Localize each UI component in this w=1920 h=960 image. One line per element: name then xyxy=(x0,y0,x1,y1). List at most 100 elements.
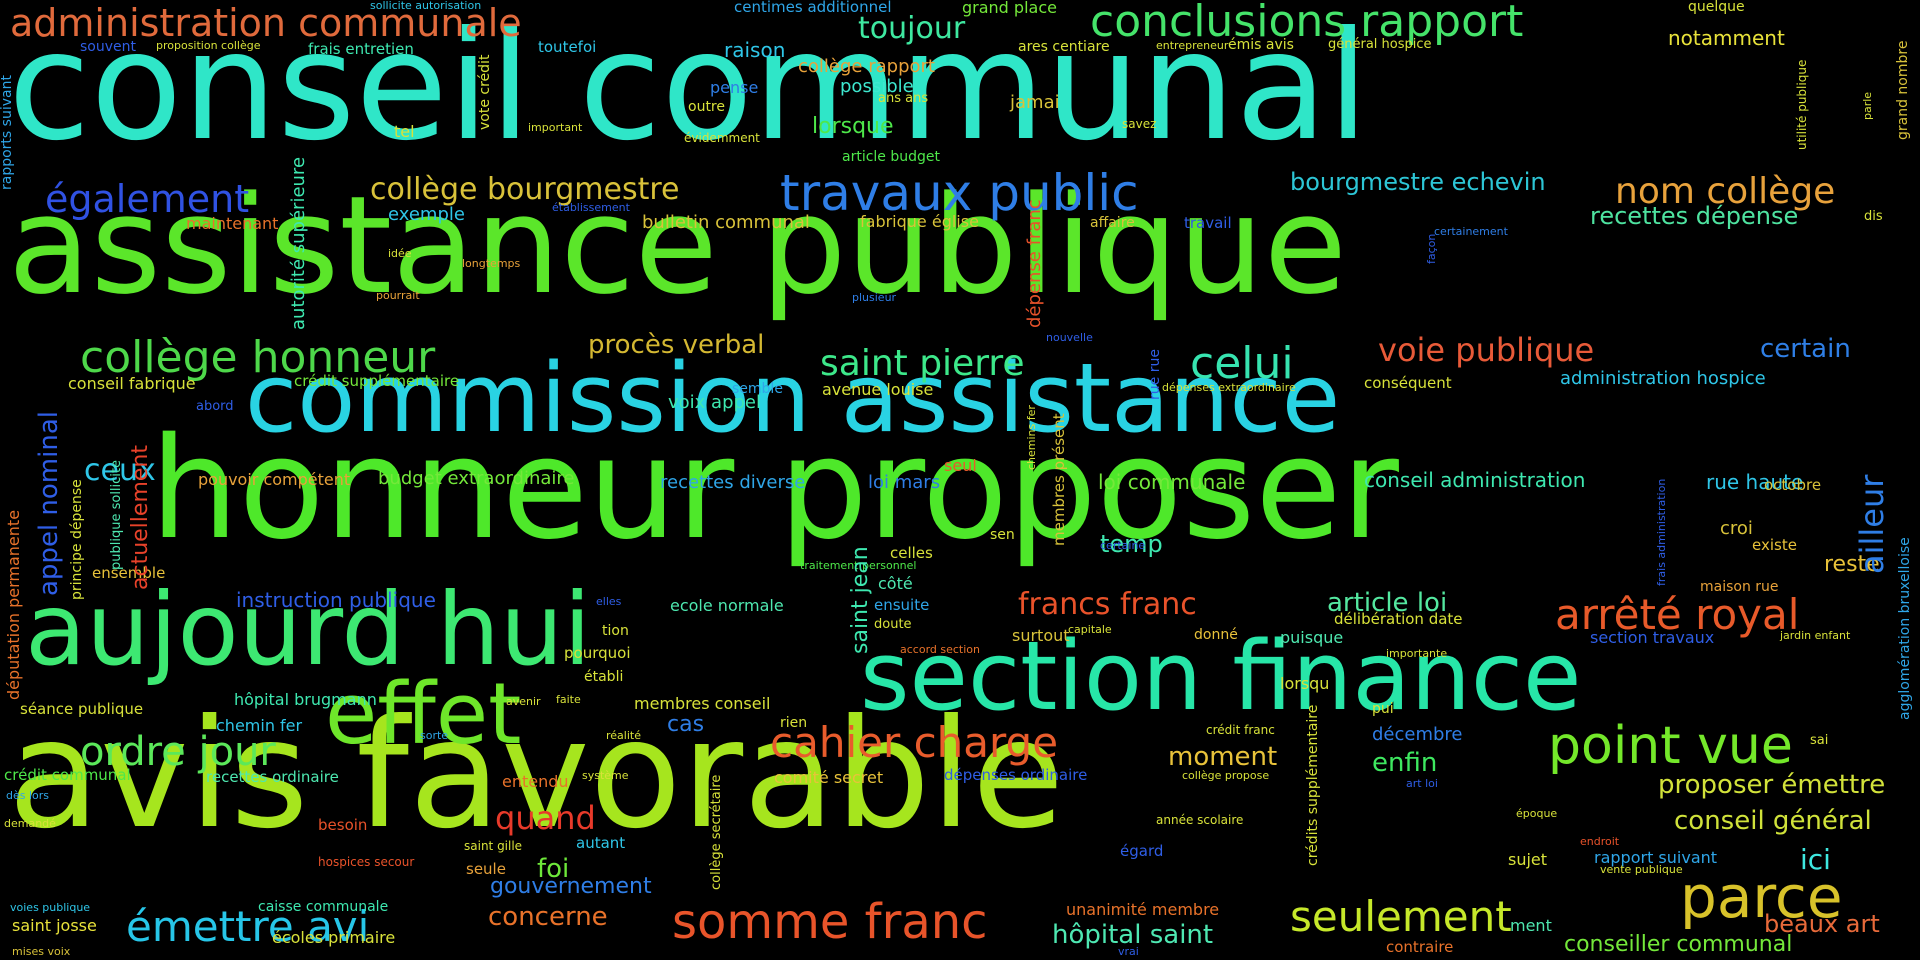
word: principe dépense xyxy=(69,479,85,600)
word: pourquoi xyxy=(564,644,631,662)
word: cahier charge xyxy=(770,718,1059,767)
word: parce xyxy=(1680,863,1843,931)
word: vente publique xyxy=(1600,863,1683,876)
word: collège honneur xyxy=(80,332,436,383)
word: voies publique xyxy=(10,901,91,914)
word: reste xyxy=(1824,552,1880,577)
word: ares centiare xyxy=(1018,39,1110,55)
word: notamment xyxy=(1668,26,1785,50)
word: ans ans xyxy=(878,91,929,106)
word: souvent xyxy=(80,39,136,55)
word: travaux public xyxy=(780,164,1139,222)
word: hospices secour xyxy=(318,855,415,869)
word: séance publique xyxy=(20,700,144,718)
word: recettes dépense xyxy=(1590,202,1799,230)
word: système xyxy=(582,769,629,782)
word: rapports suivant xyxy=(0,75,15,190)
word: caisse communale xyxy=(258,899,389,915)
word: seulement xyxy=(1290,892,1512,941)
word: surtout xyxy=(1012,626,1070,645)
word: établissement xyxy=(552,201,630,214)
word: évidemment xyxy=(684,131,760,145)
word: rien xyxy=(780,715,808,731)
word: actuellement xyxy=(128,445,153,590)
word: ceux xyxy=(84,453,156,488)
word: frais administration xyxy=(1655,478,1668,586)
word: pourrait xyxy=(376,289,420,302)
word: importante xyxy=(1386,647,1448,660)
word: traitement personnel xyxy=(800,559,917,572)
word: commission assistance xyxy=(245,344,1341,454)
word: recettes diverse xyxy=(660,472,806,493)
word: égard xyxy=(1120,842,1164,860)
word: réalité xyxy=(606,729,641,742)
word: dépenses extraordinaire xyxy=(1162,381,1296,394)
word: celles xyxy=(890,544,933,562)
word: affaire xyxy=(1090,215,1135,231)
word: chemin fer xyxy=(216,716,303,735)
word: effet xyxy=(325,665,522,764)
word: appel nominal xyxy=(34,411,64,596)
word: dépense franc xyxy=(1024,199,1045,328)
word: exemple xyxy=(388,204,465,225)
word: sai xyxy=(1810,733,1829,748)
word: tion xyxy=(602,623,629,639)
word: vote crédit xyxy=(477,54,493,130)
word: entrepreneur xyxy=(1156,39,1229,52)
word: lorsque xyxy=(812,114,894,139)
word: endroit xyxy=(1580,835,1620,848)
word: saint jean xyxy=(848,546,873,654)
word: administration hospice xyxy=(1560,368,1766,389)
word: loi mars xyxy=(868,472,941,493)
word: délibération date xyxy=(1334,610,1463,628)
word: autant xyxy=(576,834,626,852)
word: existe xyxy=(1752,536,1797,554)
word: parle xyxy=(1861,91,1874,120)
word: crédits supplémentaire xyxy=(1305,704,1321,866)
word: dis xyxy=(1864,209,1883,224)
word: établi xyxy=(584,669,624,685)
word: année scolaire xyxy=(1156,813,1244,827)
word: rapport suivant xyxy=(1594,848,1718,867)
word: procès verbal xyxy=(588,330,765,360)
word: général hospice xyxy=(1328,37,1432,52)
word: crédit supplémentaire xyxy=(294,372,460,390)
word: écoles primaire xyxy=(272,928,396,947)
word: ensuite xyxy=(874,596,930,614)
word: beaux art xyxy=(1764,910,1880,938)
word: certaine xyxy=(1100,539,1146,552)
word: membres présent xyxy=(1050,413,1068,546)
word: certain xyxy=(1760,334,1851,364)
word: ici xyxy=(1800,843,1831,876)
word: saint josse xyxy=(12,916,97,935)
word: instruction publique xyxy=(236,588,436,612)
word: maintenant xyxy=(186,214,279,233)
word: contraire xyxy=(1386,938,1454,956)
word: jardin enfant xyxy=(1780,629,1851,642)
word: rue rue xyxy=(1147,349,1163,400)
word: voix appel xyxy=(668,392,761,413)
word: maison rue xyxy=(1700,579,1779,595)
word: nouvelle xyxy=(1046,331,1093,344)
word: proposition collège xyxy=(156,39,261,52)
word: assistance publique xyxy=(8,167,1347,324)
word: seule xyxy=(466,860,506,878)
word: somme franc xyxy=(672,894,988,950)
word: elles xyxy=(596,595,622,608)
word: travail xyxy=(1184,214,1232,232)
word: autorité supérieure xyxy=(288,156,309,330)
word: vrai xyxy=(1118,945,1139,958)
word: sorte xyxy=(420,729,449,742)
word: utilité publique xyxy=(1795,59,1809,150)
word: entendu xyxy=(502,772,569,791)
word: doute xyxy=(874,617,912,632)
word: celui xyxy=(1190,338,1294,389)
word: jamai xyxy=(1010,92,1060,113)
word: crédit communal xyxy=(4,766,131,784)
word: sollicite autorisation xyxy=(370,0,482,12)
word: pense xyxy=(710,78,759,97)
word: tel xyxy=(394,122,415,141)
word: section finance xyxy=(860,622,1582,732)
word: collège rapport xyxy=(798,56,935,77)
